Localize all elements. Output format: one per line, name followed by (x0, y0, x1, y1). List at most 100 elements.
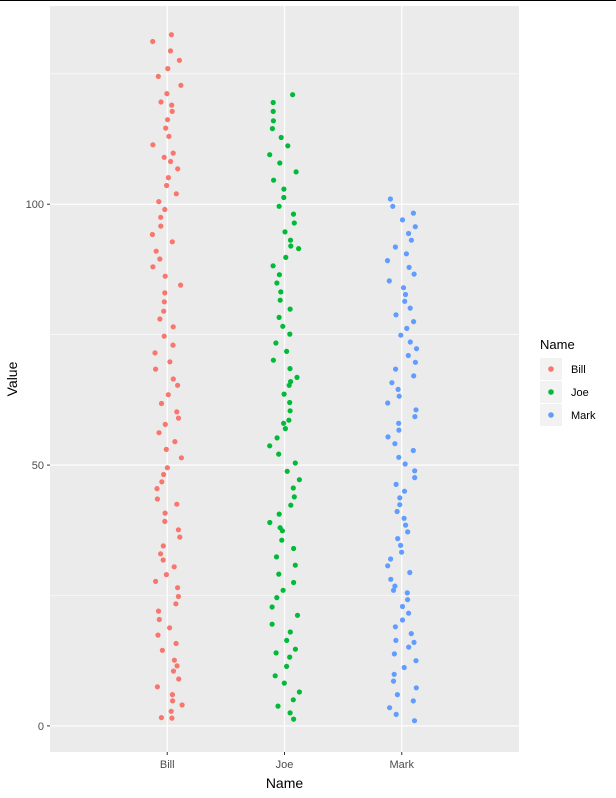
data-point-joe (286, 417, 292, 423)
data-point-bill (164, 182, 170, 189)
data-point-joe (282, 229, 288, 235)
data-point-joe (296, 689, 302, 695)
data-point-joe (296, 477, 302, 483)
data-point-mark (396, 427, 402, 433)
data-point-bill (150, 142, 156, 148)
data-point-mark (388, 576, 394, 582)
data-point-mark (406, 644, 412, 650)
data-point-joe (287, 237, 294, 243)
data-point-joe (269, 604, 275, 610)
data-point-mark (402, 298, 408, 304)
data-point-mark (405, 597, 411, 603)
data-point-mark (403, 522, 409, 528)
data-point-bill (176, 57, 182, 63)
data-point-mark (399, 617, 406, 623)
data-point-mark (400, 285, 407, 291)
data-point-joe (290, 92, 296, 98)
data-point-bill (170, 376, 176, 382)
data-point-mark (396, 393, 402, 399)
data-point-bill (150, 38, 156, 45)
data-point-mark (405, 529, 411, 535)
data-point-bill (154, 684, 160, 690)
data-point-bill (164, 465, 170, 471)
data-point-bill (159, 479, 165, 485)
data-point-joe (274, 595, 280, 601)
data-point-joe (293, 169, 299, 175)
data-point-joe (287, 710, 293, 716)
data-point-bill (156, 199, 162, 205)
data-point-bill (168, 32, 174, 38)
data-point-mark (393, 366, 399, 372)
data-point-mark (397, 502, 403, 508)
data-point-joe (281, 680, 287, 686)
data-point-joe (269, 621, 275, 627)
data-point-bill (175, 527, 181, 533)
data-point-mark (396, 454, 402, 460)
data-point-bill (170, 698, 176, 704)
data-point-bill (153, 366, 159, 372)
data-point-mark (406, 230, 412, 237)
data-point-mark (393, 481, 399, 487)
data-point-mark (389, 380, 395, 386)
data-point-bill (165, 66, 171, 72)
y-axis-ticks: 0 50 100 (26, 199, 50, 733)
data-point-joe (294, 612, 301, 618)
data-point-bill (158, 400, 165, 407)
data-point-mark (407, 569, 413, 576)
data-point-bill (160, 557, 166, 563)
data-point-mark (412, 224, 418, 230)
data-point-mark (398, 542, 404, 549)
data-point-mark (396, 420, 402, 426)
data-point-mark (391, 671, 397, 677)
data-point-bill (154, 486, 160, 492)
x-tick-label: Mark (390, 759, 415, 771)
data-point-bill (162, 510, 168, 516)
data-point-bill (171, 657, 177, 663)
data-point-mark (387, 705, 393, 711)
data-point-bill (158, 99, 164, 105)
data-point-bill (175, 585, 181, 591)
data-point-bill (170, 150, 176, 156)
data-point-bill (176, 676, 182, 682)
data-point-joe (273, 340, 279, 346)
data-point-bill (158, 551, 164, 557)
data-point-joe (290, 485, 296, 491)
data-point-mark (391, 651, 397, 657)
data-point-joe (274, 435, 280, 441)
data-point-joe (291, 716, 297, 722)
data-point-mark (410, 210, 416, 216)
data-point-bill (169, 108, 175, 114)
data-point-bill (163, 446, 169, 452)
data-point-joe (267, 519, 273, 526)
data-point-mark (392, 583, 398, 589)
data-point-joe (277, 160, 283, 166)
data-point-bill (160, 543, 166, 549)
data-points (149, 32, 420, 724)
data-point-bill (173, 601, 179, 607)
data-point-bill (170, 668, 177, 674)
data-point-bill (177, 534, 183, 540)
data-point-joe (284, 637, 290, 644)
data-point-joe (274, 280, 280, 286)
data-point-joe (291, 579, 297, 586)
data-point-joe (271, 177, 277, 183)
data-point-mark (384, 258, 391, 264)
data-point-bill (175, 166, 181, 172)
data-point-joe (278, 289, 284, 295)
legend-marker-joe (548, 389, 554, 395)
data-point-bill (179, 702, 185, 708)
data-point-joe (284, 468, 290, 474)
data-point-joe (281, 194, 287, 201)
data-point-mark (390, 587, 397, 593)
data-point-joe (278, 134, 284, 141)
data-point-joe (270, 108, 276, 114)
data-point-joe (281, 391, 287, 397)
data-point-mark (412, 475, 418, 481)
data-point-mark (401, 664, 407, 671)
data-point-bill (170, 324, 176, 330)
data-point-mark (403, 251, 409, 257)
x-tick-label: Joe (276, 759, 294, 771)
data-point-mark (413, 407, 419, 413)
legend: Name Bill Joe Mark (540, 337, 596, 426)
